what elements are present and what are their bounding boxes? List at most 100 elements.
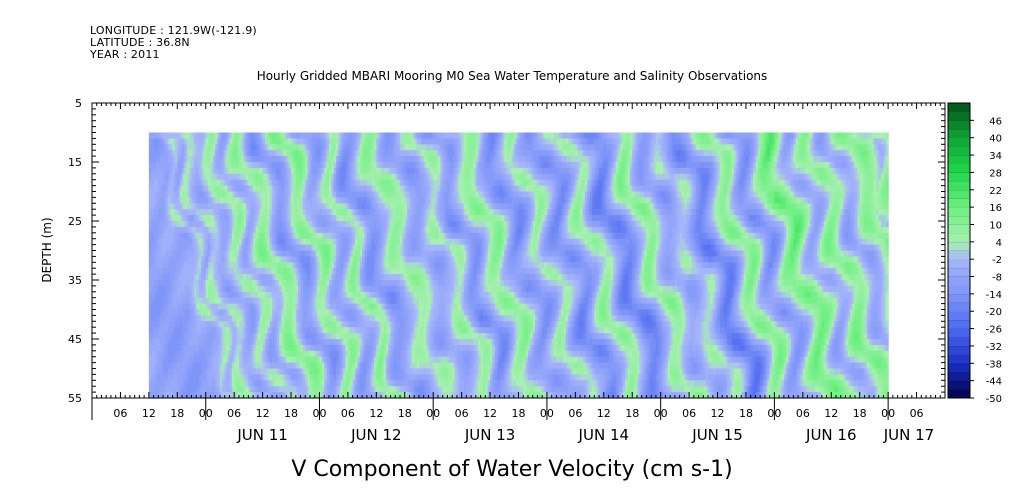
heatmap-cell [158, 309, 162, 316]
heatmap-cell [274, 285, 278, 293]
heatmap-cell [179, 238, 183, 246]
heatmap-cell [148, 203, 152, 210]
heatmap-cell [260, 250, 264, 257]
heatmap-cell [193, 191, 197, 198]
heatmap-cell [234, 197, 238, 204]
heatmap-cell [255, 221, 259, 228]
heatmap-cell [231, 185, 235, 193]
heatmap-cell [222, 238, 226, 246]
heatmap-cell [257, 250, 261, 257]
heatmap-cell [172, 262, 176, 269]
heatmap-cell [276, 144, 280, 151]
heatmap-cell [203, 392, 207, 399]
heatmap-cell [274, 356, 278, 364]
heatmap-cell [186, 232, 190, 240]
heatmap-cell [253, 250, 257, 257]
heatmap-cell [182, 380, 186, 387]
heatmap-cell [272, 380, 276, 387]
heatmap-cell [189, 232, 193, 240]
heatmap-cell [260, 238, 264, 246]
heatmap-cell [158, 374, 162, 381]
heatmap-cell [205, 350, 209, 358]
heatmap-cell [269, 386, 273, 393]
heatmap-cell [208, 256, 212, 263]
heatmap-cell [186, 362, 190, 370]
heatmap-cell [203, 327, 207, 334]
heatmap-cell [193, 268, 197, 275]
heatmap-cell [227, 327, 231, 334]
heatmap-cell [184, 215, 188, 222]
heatmap-cell [158, 362, 162, 370]
heatmap-cell [184, 309, 188, 316]
heatmap-cell [246, 280, 249, 287]
heatmap-cell [255, 185, 259, 193]
heatmap-cell [153, 280, 157, 287]
heatmap-cell [189, 285, 193, 293]
heatmap-cell [174, 138, 178, 145]
heatmap-cell [227, 374, 231, 381]
heatmap-cell [219, 333, 223, 340]
heatmap-cell [248, 303, 252, 311]
heatmap-cell [264, 297, 268, 305]
heatmap-cell [165, 285, 169, 293]
heatmap-cell [253, 268, 257, 275]
heatmap-cell [269, 221, 273, 228]
heatmap-cell [186, 339, 190, 346]
heatmap-cell [215, 179, 219, 187]
heatmap-cell [160, 333, 164, 340]
heatmap-cell [253, 156, 257, 163]
heatmap-cell [243, 197, 247, 204]
heatmap-cell [182, 344, 186, 352]
heatmap-cell [243, 167, 247, 175]
heatmap-cell [236, 350, 240, 358]
heatmap-cell [212, 380, 216, 387]
heatmap-cell [193, 356, 197, 364]
heatmap-cell [212, 303, 216, 311]
heatmap-cell [262, 392, 266, 399]
heatmap-cell [148, 144, 152, 151]
heatmap-cell [200, 209, 204, 216]
heatmap-cell [182, 285, 186, 293]
heatmap-cell [269, 274, 273, 281]
heatmap-cell [151, 167, 155, 175]
heatmap-cell [193, 226, 197, 234]
heatmap-cell [212, 344, 216, 352]
heatmap-cell [238, 167, 242, 175]
heatmap-cell [262, 339, 266, 346]
heatmap-cell [272, 226, 276, 234]
heatmap-cell [243, 274, 247, 281]
heatmap-cell [172, 291, 176, 299]
heatmap-cell [281, 203, 285, 210]
heatmap-cell [184, 339, 188, 346]
heatmap-cell [224, 150, 228, 157]
heatmap-cell [276, 232, 280, 240]
heatmap-cell [203, 256, 207, 263]
heatmap-cell [238, 368, 242, 375]
heatmap-cell [170, 221, 174, 228]
heatmap-cell [170, 150, 174, 157]
heatmap-cell [155, 280, 159, 287]
heatmap-cell [253, 274, 257, 281]
heatmap-cell [177, 344, 181, 352]
heatmap-cell [250, 374, 254, 381]
heatmap-cell [155, 350, 159, 358]
heatmap-cell [198, 321, 202, 328]
heatmap-cell [267, 150, 271, 157]
heatmap-cell [269, 297, 273, 305]
heatmap-cell [208, 356, 212, 364]
heatmap-cell [243, 244, 247, 252]
heatmap-cell [189, 244, 193, 252]
heatmap-cell [200, 356, 204, 364]
heatmap-cell [217, 291, 221, 299]
heatmap-cell [246, 179, 249, 187]
heatmap-cell [193, 274, 197, 281]
heatmap-cell [262, 344, 266, 352]
heatmap-cell [281, 185, 285, 193]
heatmap-cell [167, 150, 171, 157]
heatmap-cell [241, 309, 245, 316]
heatmap-cell [227, 132, 231, 139]
heatmap-cell [170, 203, 174, 210]
heatmap-cell [212, 374, 216, 381]
heatmap-cell [163, 203, 167, 210]
heatmap-cell [231, 268, 235, 275]
